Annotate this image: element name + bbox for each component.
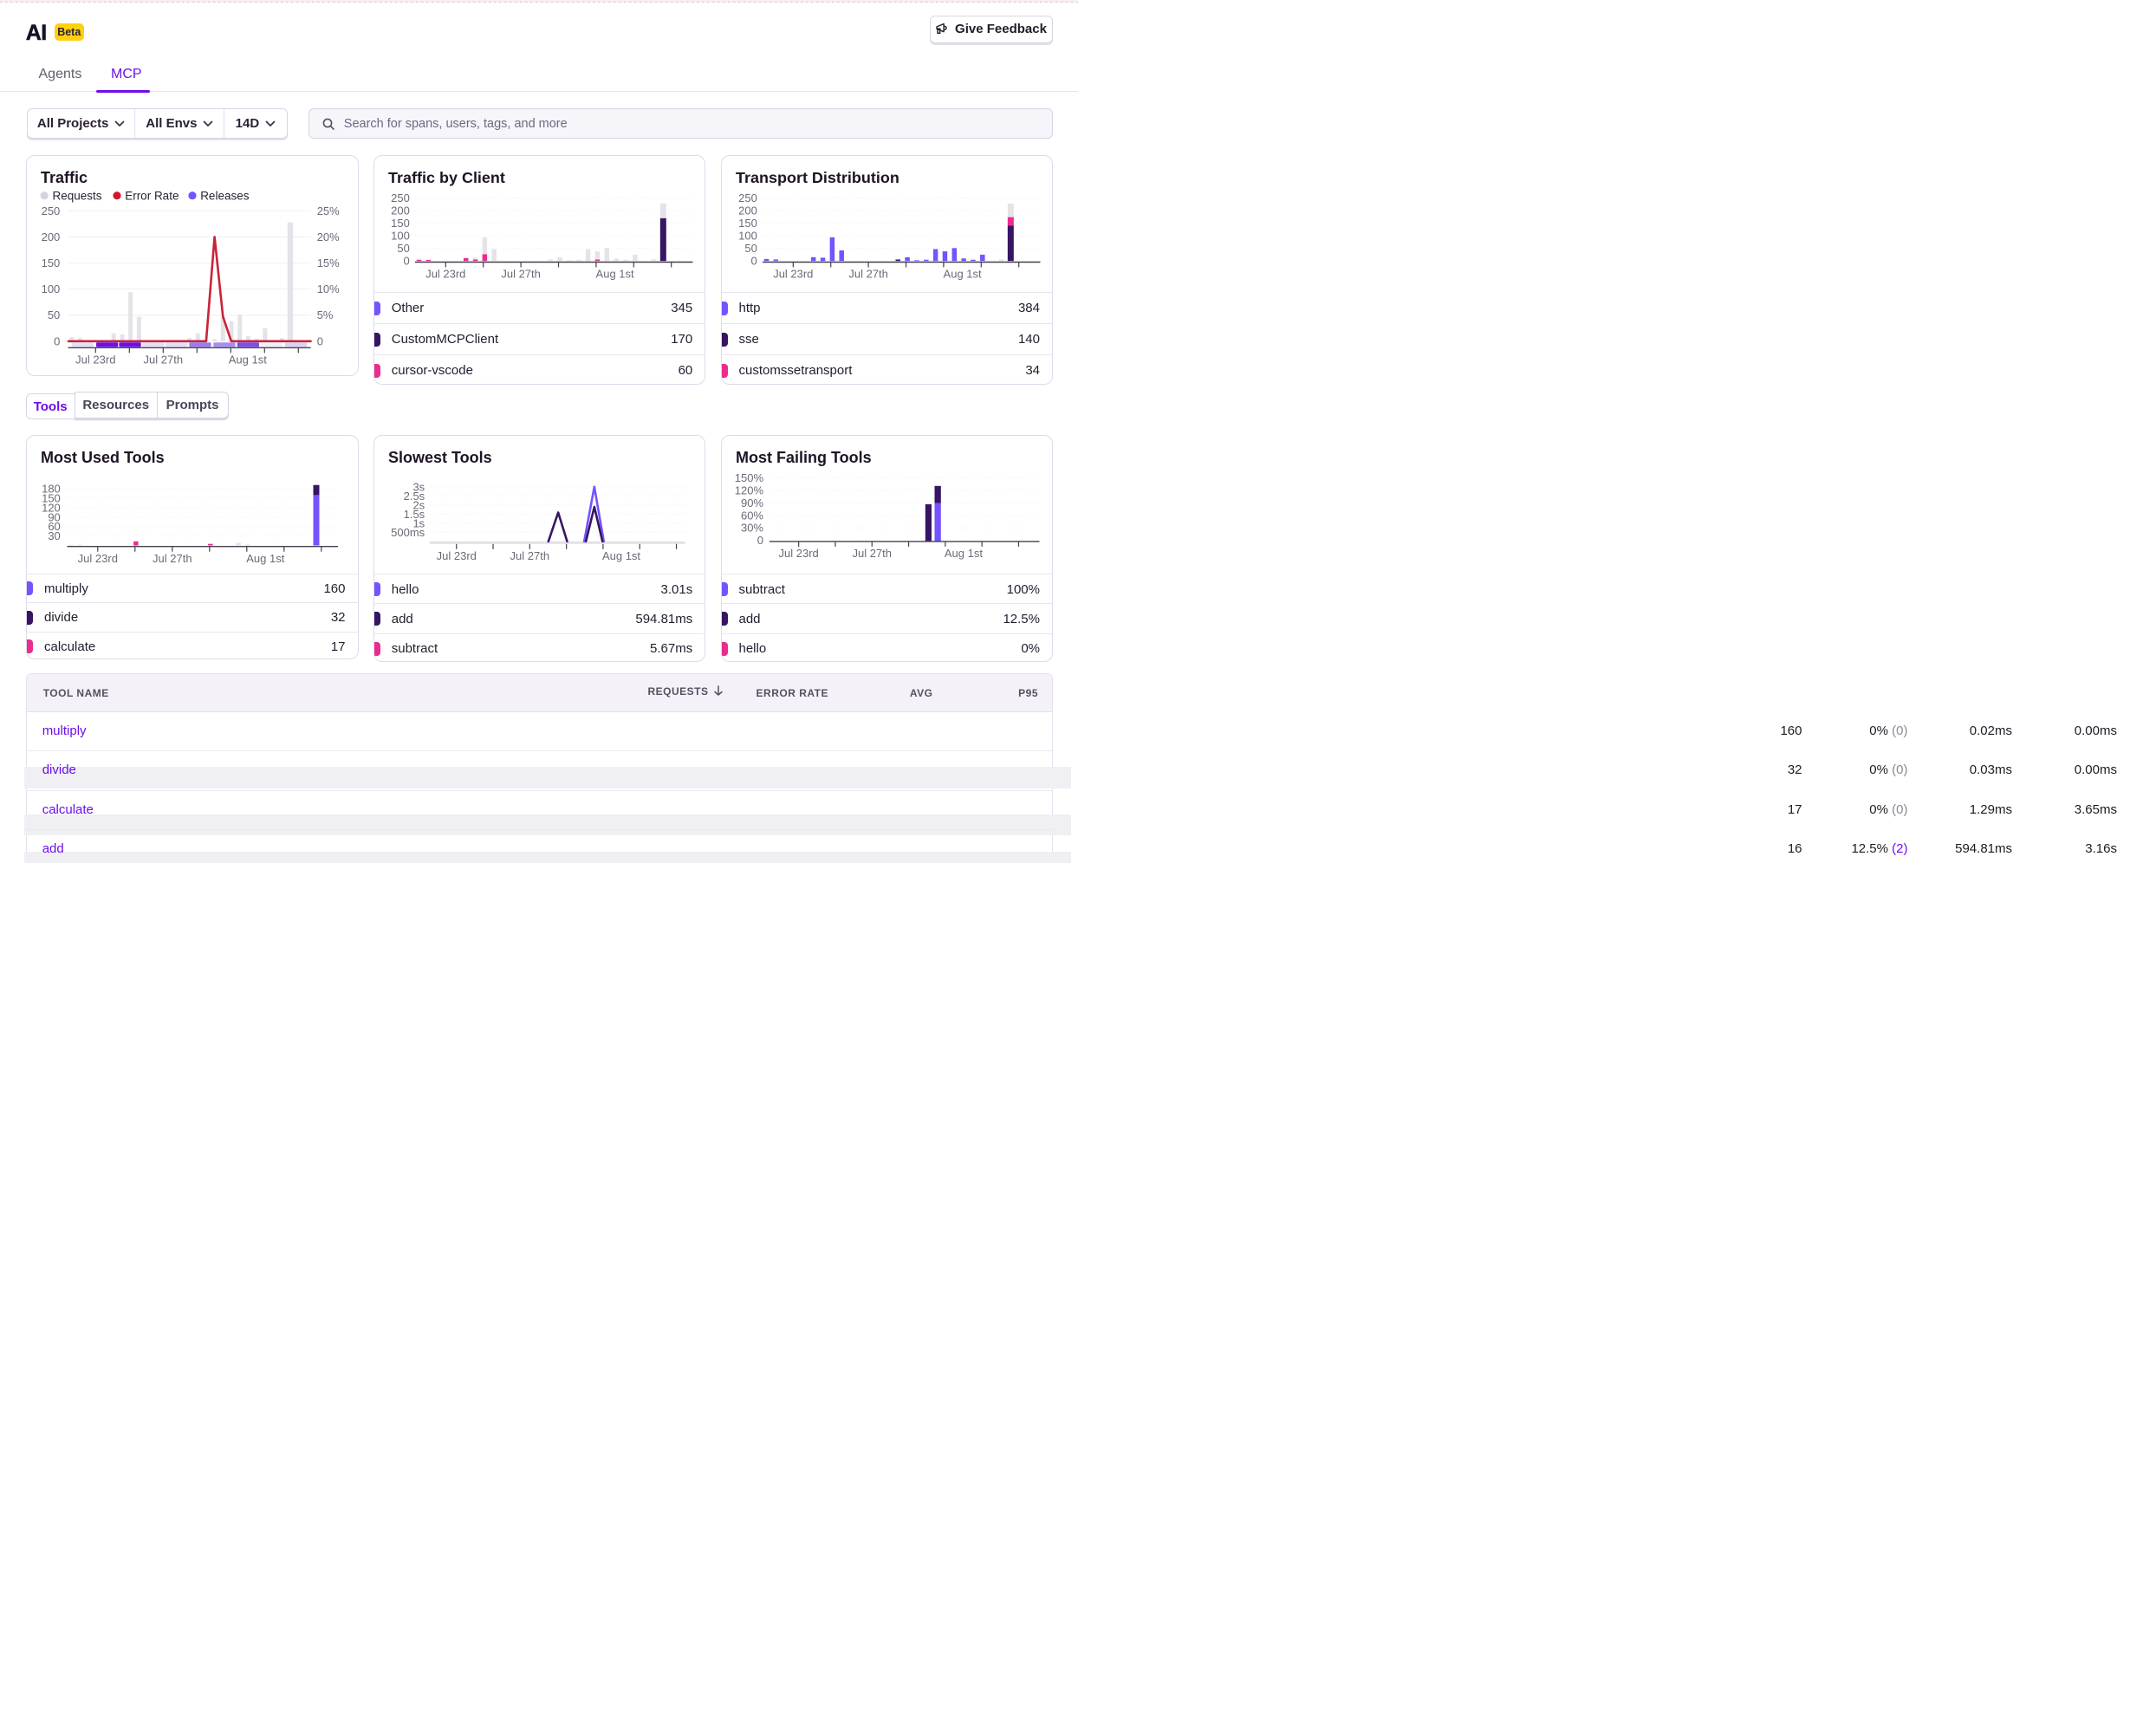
svg-text:Jul 23rd: Jul 23rd: [425, 267, 465, 280]
svg-text:Jul 27th: Jul 27th: [510, 549, 549, 562]
svg-text:50: 50: [397, 242, 409, 255]
svg-text:250: 250: [42, 204, 61, 217]
svg-text:200: 200: [42, 230, 61, 243]
svg-text:Most Used Tools: Most Used Tools: [41, 449, 165, 466]
svg-text:1s: 1s: [412, 516, 425, 529]
svg-text:0: 0: [757, 534, 763, 547]
svg-text:90%: 90%: [740, 496, 763, 509]
svg-text:Jul 23rd: Jul 23rd: [75, 353, 115, 366]
svg-text:2s: 2s: [412, 498, 425, 511]
svg-text:25%: 25%: [317, 204, 340, 217]
svg-text:500ms: 500ms: [391, 526, 425, 539]
svg-text:100: 100: [738, 229, 757, 242]
svg-text:150: 150: [42, 492, 61, 505]
svg-text:30%: 30%: [740, 522, 763, 535]
svg-text:0: 0: [403, 254, 409, 267]
svg-text:250: 250: [391, 191, 410, 204]
svg-text:120: 120: [42, 501, 61, 514]
svg-text:150: 150: [391, 217, 410, 230]
svg-text:100: 100: [391, 229, 410, 242]
svg-text:Aug 1st: Aug 1st: [595, 267, 633, 280]
svg-text:30: 30: [48, 529, 60, 542]
svg-text:150: 150: [738, 217, 757, 230]
svg-text:20%: 20%: [317, 230, 340, 243]
svg-text:Aug 1st: Aug 1st: [602, 549, 640, 562]
svg-text:Traffic: Traffic: [41, 169, 88, 186]
svg-text:50: 50: [744, 242, 757, 255]
svg-text:Slowest Tools: Slowest Tools: [388, 449, 492, 466]
svg-text:Jul 27th: Jul 27th: [144, 353, 184, 366]
svg-text:100: 100: [42, 282, 61, 295]
svg-text:150%: 150%: [734, 471, 763, 484]
svg-text:Jul 23rd: Jul 23rd: [773, 267, 813, 280]
svg-text:Aug 1st: Aug 1st: [229, 353, 267, 366]
svg-text:Jul 23rd: Jul 23rd: [436, 549, 476, 562]
svg-text:Most Failing Tools: Most Failing Tools: [736, 449, 872, 466]
svg-text:Jul 27th: Jul 27th: [852, 547, 892, 560]
svg-text:50: 50: [48, 308, 60, 321]
svg-text:Jul 23rd: Jul 23rd: [778, 547, 818, 560]
svg-text:3s: 3s: [412, 480, 425, 493]
svg-text:90: 90: [48, 510, 60, 523]
svg-text:Error Rate: Error Rate: [125, 189, 179, 202]
svg-text:Jul 27th: Jul 27th: [848, 267, 887, 280]
svg-text:200: 200: [738, 204, 757, 217]
svg-text:120%: 120%: [734, 483, 763, 496]
svg-text:Aug 1st: Aug 1st: [246, 552, 284, 565]
svg-text:Jul 27th: Jul 27th: [153, 552, 192, 565]
svg-text:0: 0: [54, 334, 60, 347]
svg-text:2.5s: 2.5s: [403, 490, 425, 503]
svg-text:0: 0: [317, 334, 323, 347]
svg-text:Transport Distribution: Transport Distribution: [736, 168, 899, 185]
svg-text:Aug 1st: Aug 1st: [943, 267, 981, 280]
svg-text:Releases: Releases: [200, 189, 250, 202]
svg-text:Jul 27th: Jul 27th: [501, 267, 540, 280]
svg-text:Aug 1st: Aug 1st: [944, 547, 982, 560]
svg-text:0: 0: [750, 254, 757, 267]
svg-text:1.5s: 1.5s: [403, 508, 425, 521]
svg-text:10%: 10%: [317, 282, 340, 295]
svg-text:180: 180: [42, 483, 61, 496]
svg-text:250: 250: [738, 191, 757, 204]
svg-text:15%: 15%: [317, 256, 340, 269]
svg-text:60: 60: [48, 520, 60, 533]
svg-text:Requests: Requests: [53, 189, 102, 202]
svg-text:Jul 23rd: Jul 23rd: [78, 552, 118, 565]
svg-text:150: 150: [42, 256, 61, 269]
svg-text:Traffic by Client: Traffic by Client: [388, 168, 505, 185]
svg-text:5%: 5%: [317, 308, 334, 321]
svg-text:200: 200: [391, 204, 410, 217]
svg-text:60%: 60%: [740, 509, 763, 522]
